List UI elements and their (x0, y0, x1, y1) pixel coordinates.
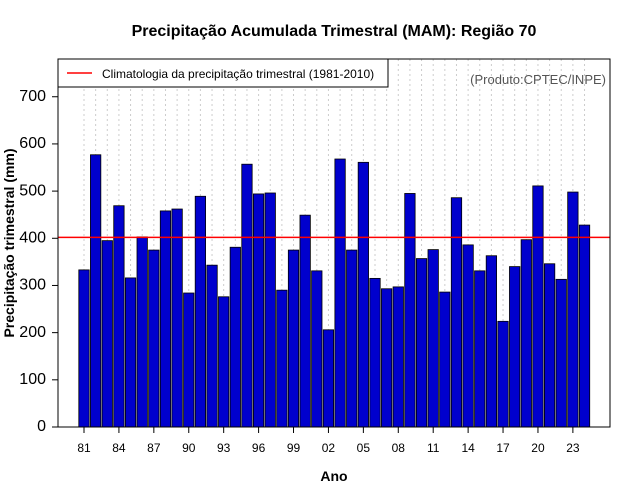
bar-88 (159, 210, 172, 428)
x-tick-label-90: 90 (182, 441, 196, 455)
x-tick-label-84: 84 (112, 441, 126, 455)
bar-11 (427, 249, 439, 428)
y-tick-label-500: 500 (19, 182, 46, 199)
bar-96 (252, 193, 265, 428)
bar-14 (462, 244, 474, 428)
bar-05 (357, 161, 369, 428)
bar-04 (346, 249, 358, 428)
product-credit: (Produto:CPTEC/INPE) (470, 72, 606, 87)
bar-17 (497, 320, 509, 428)
bar-08 (392, 286, 404, 428)
x-tick-label-05: 05 (357, 441, 371, 455)
bar-09 (404, 193, 416, 428)
legend: Climatologia da precipitação trimestral … (57, 58, 389, 88)
bar-83 (101, 240, 113, 428)
bar-95 (241, 163, 253, 428)
chart-title: Precipitação Acumulada Trimestral (MAM):… (132, 23, 537, 40)
bar-91 (194, 195, 206, 428)
bar-85 (124, 277, 137, 428)
bar-22 (555, 278, 567, 428)
y-tick-label-600: 600 (19, 135, 46, 152)
bar-06 (369, 277, 381, 428)
x-tick-label-81: 81 (77, 441, 91, 455)
bar-89 (171, 208, 183, 428)
x-tick-label-02: 02 (322, 441, 336, 455)
legend-label-climatology: Climatologia da precipitação trimestral … (102, 67, 374, 81)
bars-layer (78, 154, 591, 428)
x-axis: 81 84 87 90 93 96 99 02 05 08 11 14 17 20 23 (77, 427, 580, 455)
x-tick-label-96: 96 (252, 441, 266, 455)
x-tick-label-87: 87 (147, 441, 161, 455)
bar-03 (334, 158, 346, 428)
legend-box (57, 58, 389, 88)
y-tick-label-700: 700 (19, 88, 46, 105)
bar-21 (544, 263, 556, 428)
y-tick-label-400: 400 (19, 230, 46, 247)
bar-15 (474, 270, 486, 428)
x-tick-label-20: 20 (531, 441, 545, 455)
y-tick-label-0: 0 (37, 418, 46, 435)
x-axis-title: Ano (320, 468, 347, 484)
bar-12 (439, 291, 451, 428)
x-tick-label-23: 23 (566, 441, 580, 455)
bar-82 (90, 154, 102, 428)
bar-24 (578, 224, 591, 428)
x-tick-label-99: 99 (287, 441, 301, 455)
x-tick-label-11: 11 (427, 441, 440, 455)
bar-07 (381, 288, 393, 428)
bar-16 (485, 255, 498, 428)
bar-81 (78, 269, 90, 428)
bar-01 (311, 270, 323, 428)
x-tick-label-93: 93 (217, 441, 231, 455)
bar-99 (287, 249, 300, 428)
y-tick-label-100: 100 (19, 371, 46, 388)
y-axis-title: Precipitação trimestral (mm) (1, 148, 17, 337)
bar-86 (136, 236, 148, 428)
y-axis: 0 100 200 300 400 500 600 700 (19, 88, 58, 435)
bar-93 (218, 296, 230, 428)
bar-98 (276, 289, 288, 428)
bar-18 (509, 266, 521, 428)
x-tick-label-17: 17 (496, 441, 510, 455)
bar-10 (415, 258, 428, 428)
bar-19 (520, 239, 532, 428)
bar-23 (567, 191, 579, 428)
bar-94 (229, 246, 241, 428)
y-tick-label-200: 200 (19, 324, 46, 341)
x-tick-label-08: 08 (392, 441, 406, 455)
bar-00 (299, 214, 311, 428)
x-tick-label-14: 14 (461, 441, 475, 455)
bar-84 (113, 205, 125, 428)
bar-02 (322, 329, 335, 428)
bar-87 (148, 249, 160, 428)
bar-20 (532, 185, 544, 428)
bar-97 (264, 192, 276, 428)
y-tick-label-300: 300 (19, 277, 46, 294)
bar-90 (183, 292, 195, 428)
bar-92 (206, 264, 218, 428)
bar-13 (450, 197, 463, 428)
